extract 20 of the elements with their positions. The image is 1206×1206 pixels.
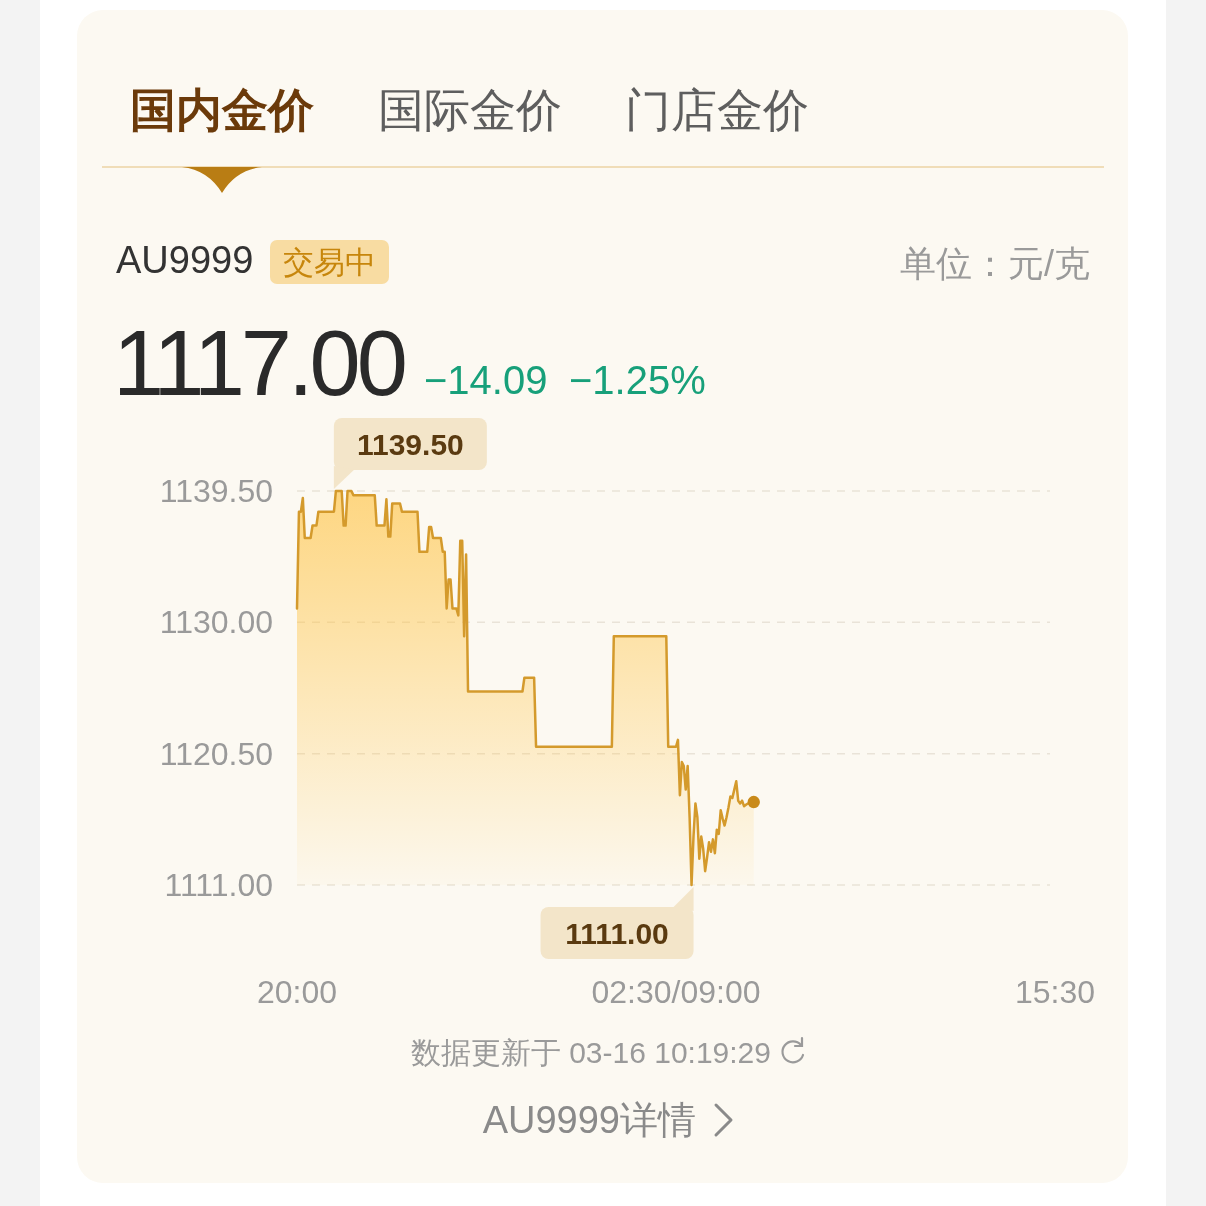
chart-title: AU9999 — [116, 239, 254, 281]
text: 单位：元/克 — [899, 242, 1090, 284]
x-tick-label: 20:00 — [256, 974, 338, 1010]
y-tick-label: 1139.50 — [159, 473, 273, 509]
y-tick-label: 1130.00 — [159, 604, 273, 641]
text: −1.25% — [569, 358, 706, 402]
x-tick-label: 15:30 — [1014, 974, 1096, 1010]
y-tick-label: 1120.50 — [159, 735, 273, 772]
text: AU9999详情 — [482, 1099, 696, 1141]
text: 门店金价 — [625, 84, 809, 136]
x-tick-label: 02:30/09:00 — [591, 974, 761, 1010]
text: 1111.00 — [565, 916, 669, 950]
text: −14.09 — [424, 358, 548, 402]
y-tick-label: 1111.00 — [164, 867, 273, 903]
text: 国际金价 — [378, 84, 562, 136]
text: 数据更新于 03-16 10:19:29 — [410, 1035, 771, 1069]
text: 国内金价 — [130, 84, 314, 136]
text: 1139.50 — [356, 427, 464, 461]
text: 交易中 — [283, 244, 376, 280]
text: 1117.00 — [113, 312, 405, 414]
